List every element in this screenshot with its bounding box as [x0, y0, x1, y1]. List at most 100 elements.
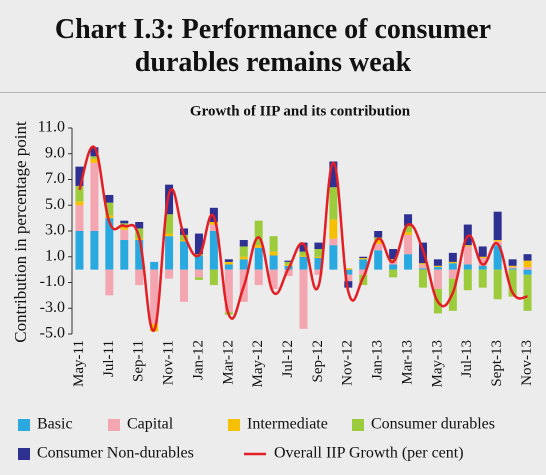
y-axis-label: Contribution in percentage point: [11, 121, 30, 343]
x-tick-label: May-12: [250, 340, 266, 388]
bar-segment: [329, 245, 338, 270]
legend-label: Basic: [37, 416, 73, 433]
legend-swatch: [108, 419, 120, 431]
bar-segment: [359, 269, 368, 275]
bar-segment: [344, 268, 353, 270]
bar-segment: [284, 260, 293, 262]
legend-label: Intermediate: [247, 416, 328, 433]
bar-segment: [135, 240, 144, 270]
x-tick-label: Mar-13: [399, 340, 415, 385]
bar-segment: [359, 256, 368, 259]
bar-segment: [299, 255, 308, 257]
legend-swatch: [228, 419, 240, 431]
legend-swatch: [352, 419, 364, 431]
bar-segment: [180, 269, 189, 302]
bar-segment: [209, 224, 218, 231]
bar-segment: [314, 256, 323, 259]
bar-segment: [75, 166, 84, 186]
x-tick-label: Jul-11: [101, 340, 117, 377]
y-tick-label: -1.0: [40, 273, 65, 290]
bar-segment: [493, 211, 502, 241]
bar-segment: [389, 249, 398, 260]
x-tick-label: Sep-12: [310, 340, 326, 383]
bar-segment: [418, 269, 427, 288]
bar-segment: [389, 259, 398, 261]
bar-segment: [508, 259, 517, 266]
bar-segment: [165, 233, 174, 237]
bar-segment: [165, 214, 174, 234]
bar-segment: [329, 187, 338, 220]
bar-segment: [374, 243, 383, 251]
bar-segment: [523, 274, 532, 311]
bar-segment: [404, 254, 413, 270]
y-tick-label: -3.0: [40, 299, 65, 316]
x-tick-label: May-13: [429, 340, 445, 388]
bar-segment: [314, 249, 323, 257]
bar-segment: [314, 242, 323, 250]
y-tick-label: 5.0: [45, 196, 65, 213]
bar-segment: [359, 259, 368, 270]
bar-segment: [120, 220, 129, 224]
bar-segment: [150, 269, 159, 324]
bar-segment: [523, 267, 532, 270]
bar-segment: [120, 227, 129, 230]
bar-segment: [269, 251, 278, 256]
bar-segment: [299, 256, 308, 270]
bar-segment: [90, 147, 99, 157]
bar-segment: [90, 158, 99, 163]
bar-segment: [284, 269, 293, 277]
x-tick-label: Nov-11: [161, 340, 177, 385]
chart-subtitle: Growth of IIP and its contribution: [190, 103, 411, 119]
bar-segment: [254, 245, 263, 248]
bar-segment: [90, 162, 99, 231]
bar-segment: [120, 229, 129, 241]
bar-segment: [90, 156, 99, 159]
y-tick-label: 9.0: [45, 144, 65, 161]
bar-segment: [463, 264, 472, 270]
bar-segment: [239, 240, 248, 247]
bar-segment: [463, 245, 472, 247]
bar-segment: [239, 246, 248, 257]
bar-segment: [478, 246, 487, 257]
bar-segment: [374, 240, 383, 244]
y-tick-label: 1.0: [45, 247, 65, 264]
y-tick-label: 11.0: [38, 119, 65, 136]
bar-segment: [105, 215, 114, 219]
bar-segment: [448, 261, 457, 264]
bar-segment: [180, 241, 189, 270]
y-tick-label: 3.0: [45, 222, 65, 239]
bar-segment: [493, 269, 502, 300]
bar-segment: [433, 265, 442, 268]
bar-segment: [418, 263, 427, 265]
bar-segment: [284, 261, 293, 265]
bar-segment: [344, 281, 353, 288]
bar-segment: [374, 250, 383, 270]
bar-segment: [194, 255, 203, 270]
bar-segment: [75, 231, 84, 270]
bar-segment: [433, 267, 442, 270]
bar-segment: [194, 277, 203, 280]
bar-segment: [165, 236, 174, 270]
bar-segment: [135, 269, 144, 286]
bar-segment: [463, 246, 472, 265]
bar-segment: [120, 240, 129, 270]
bar-segment: [478, 269, 487, 288]
bar-segment: [523, 260, 532, 268]
bar-segment: [433, 269, 442, 289]
legend-label: Consumer durables: [371, 416, 495, 433]
x-tick-label: Nov-12: [340, 340, 356, 386]
x-tick-label: Jul-12: [280, 340, 296, 378]
bar-segment: [224, 259, 233, 262]
bar-segment: [329, 219, 338, 239]
x-tick-label: Nov-13: [519, 340, 535, 386]
bar-segment: [269, 236, 278, 252]
header: Chart I.3: Performance of consumer durab…: [0, 0, 546, 93]
bar-segment: [254, 269, 263, 286]
bar-segment: [75, 201, 84, 206]
bar-segment: [105, 194, 114, 203]
bar-segment: [299, 269, 308, 329]
bar-segment: [239, 259, 248, 270]
bar-segment: [269, 255, 278, 270]
